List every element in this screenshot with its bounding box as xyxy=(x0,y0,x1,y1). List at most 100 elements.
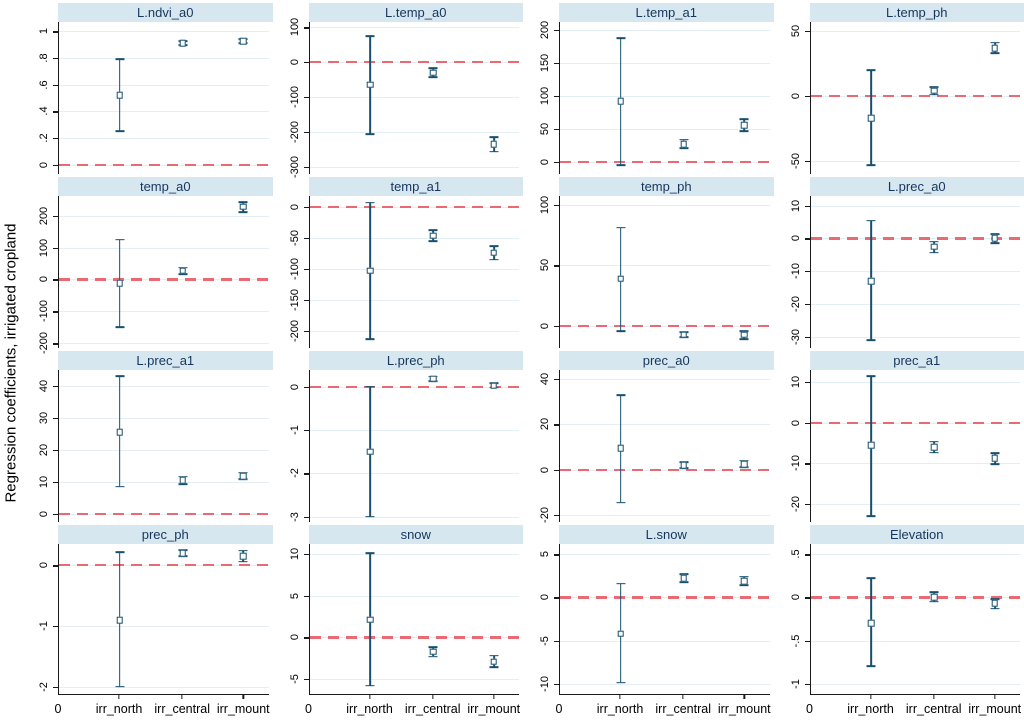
ci-cap xyxy=(739,118,749,120)
y-axis-tick-label: 0 xyxy=(38,276,50,283)
zero-reference-line xyxy=(560,468,770,471)
ci-cap xyxy=(365,338,375,341)
point-marker xyxy=(490,658,498,665)
gridline xyxy=(810,463,1020,465)
point-marker xyxy=(867,277,875,285)
y-axis-tick xyxy=(303,386,309,388)
x-axis-tick xyxy=(743,694,745,699)
plot-area xyxy=(559,196,770,348)
y-axis-tick-label: -2 xyxy=(38,681,50,692)
y-axis-tick xyxy=(804,238,810,240)
point-marker xyxy=(366,81,374,89)
panel-L.prec_ph: L.prec_ph -3 -2 -1 0 xyxy=(273,348,523,522)
y-axis-tick xyxy=(554,129,559,131)
point-marker xyxy=(116,92,124,99)
y-axis-tick xyxy=(53,482,58,484)
ci-cap xyxy=(929,93,939,96)
gridline xyxy=(309,132,519,134)
y-axis-tick-label: 0 xyxy=(789,419,802,426)
x-category-label: irr_central xyxy=(655,702,711,716)
y-axis-tick xyxy=(53,215,58,218)
y-axis-tick xyxy=(804,597,810,599)
x-origin-label: 0 xyxy=(54,702,62,716)
y-axis-tick-label: -10 xyxy=(539,675,551,692)
gridline xyxy=(59,111,269,113)
y-axis-tick-label: 40 xyxy=(539,372,551,386)
point-marker xyxy=(179,40,186,47)
point-marker xyxy=(490,249,498,257)
point-marker xyxy=(741,331,748,338)
gridline xyxy=(309,299,519,301)
gridline xyxy=(309,97,519,99)
plot-area xyxy=(58,22,269,174)
point-marker xyxy=(617,630,625,637)
x-category-label: irr_mount xyxy=(717,702,771,716)
y-axis-tick xyxy=(303,268,309,271)
x-category-label: irr_mount xyxy=(467,702,521,716)
gridline xyxy=(309,238,519,240)
point-marker xyxy=(240,472,247,480)
y-axis-tick-label: -1 xyxy=(789,678,802,689)
ci-cap xyxy=(616,681,626,684)
y-axis-tick-label: 50 xyxy=(539,122,551,136)
y-axis-tick-label: 0 xyxy=(288,204,301,211)
y-axis-tick xyxy=(303,167,309,169)
gridline xyxy=(560,379,770,381)
ci-cap xyxy=(365,552,375,554)
y-axis-tick-label: 10 xyxy=(288,547,301,561)
ci-cap xyxy=(365,385,375,388)
gridline xyxy=(810,554,1020,556)
y-axis-tick xyxy=(804,161,810,163)
point-marker xyxy=(741,577,748,585)
gridline xyxy=(59,386,269,387)
y-axis-tick xyxy=(804,31,810,33)
point-marker xyxy=(741,121,748,129)
y-axis-tick-label: 0 xyxy=(539,159,551,166)
ci-cap xyxy=(489,258,499,261)
ci-cap xyxy=(679,573,689,576)
ci-cap xyxy=(929,86,939,88)
point-marker xyxy=(366,616,374,624)
y-axis-tick xyxy=(554,640,559,642)
y-axis-tick xyxy=(53,84,58,86)
zero-reference-line xyxy=(560,325,770,328)
panel-title: L.temp_ph xyxy=(809,3,1024,22)
ci-cap xyxy=(929,591,939,594)
ci-cap xyxy=(866,69,876,71)
gridline xyxy=(810,503,1020,505)
gridline xyxy=(59,686,269,688)
point-marker xyxy=(366,267,374,275)
point-marker xyxy=(240,203,247,211)
x-axis-tick xyxy=(994,694,996,699)
x-category-label: irr_north xyxy=(847,702,894,716)
y-axis-tick-label: 200 xyxy=(38,206,50,225)
y-axis-tick xyxy=(53,514,58,516)
ci-cap xyxy=(489,150,499,153)
y-axis-tick xyxy=(804,683,810,685)
ci-cap xyxy=(929,240,939,243)
y-axis-tick xyxy=(804,205,810,208)
y-axis-tick xyxy=(554,62,559,65)
y-axis-tick-label: 0 xyxy=(789,235,802,242)
panel-temp_ph: temp_ph 0 50 100 xyxy=(523,174,774,348)
point-marker xyxy=(617,444,625,452)
point-marker xyxy=(617,275,625,282)
point-marker xyxy=(116,616,124,624)
ci-cap xyxy=(990,463,1000,465)
y-axis-tick xyxy=(303,238,309,240)
y-axis-tick xyxy=(804,96,810,98)
y-axis-tick xyxy=(53,111,58,113)
panel-title: prec_ph xyxy=(58,525,273,544)
panel-temp_a0: temp_a0 -200 -100 0 100 200 xyxy=(22,174,273,354)
y-axis-tick xyxy=(554,554,559,556)
y-axis-tick-label: -10 xyxy=(789,455,802,472)
ci-cap xyxy=(616,226,626,229)
point-marker xyxy=(680,461,687,469)
gridline xyxy=(560,129,770,131)
x-axis-tick xyxy=(368,694,371,699)
panel-title: temp_ph xyxy=(559,177,774,196)
point-marker xyxy=(930,87,938,95)
ci-cap xyxy=(990,452,1000,454)
y-axis-tick-label: 50 xyxy=(539,259,551,272)
y-axis-tick xyxy=(53,164,58,166)
